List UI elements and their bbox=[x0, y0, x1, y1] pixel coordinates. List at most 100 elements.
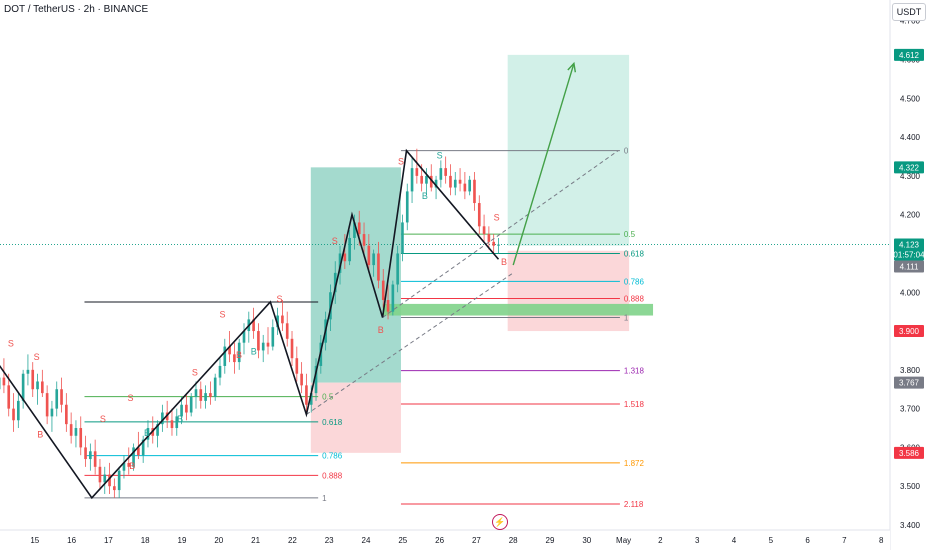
x-tick-3: 17 bbox=[104, 536, 113, 545]
candle-body-41 bbox=[189, 396, 193, 413]
candle-body-104 bbox=[492, 241, 495, 246]
candle-body-34 bbox=[156, 424, 159, 436]
candle-body-23 bbox=[103, 474, 107, 483]
x-tick-16: 30 bbox=[582, 536, 591, 545]
candle-body-52 bbox=[242, 331, 246, 343]
candle-body-16 bbox=[69, 424, 73, 436]
signal-label-13: B bbox=[251, 346, 257, 356]
candle-body-39 bbox=[180, 404, 183, 417]
candle-body-37 bbox=[170, 420, 174, 429]
candle-body-97 bbox=[458, 179, 462, 184]
signal-label-19: S bbox=[437, 150, 443, 160]
candle-body-86 bbox=[405, 191, 409, 223]
price-label-4: 4.111 bbox=[900, 263, 919, 272]
candle-body-76 bbox=[357, 222, 361, 235]
candle-body-29 bbox=[132, 447, 135, 467]
candle-body-83 bbox=[391, 284, 395, 312]
candle-body-2 bbox=[2, 377, 6, 386]
symbol-title[interactable]: DOT / TetherUS · 2h · BINANCE bbox=[4, 4, 149, 15]
candle-body-11 bbox=[45, 393, 49, 417]
fib-label-1-7: 1.518 bbox=[624, 400, 645, 409]
price-label-bg-3 bbox=[894, 248, 924, 261]
entry-box-0 bbox=[310, 167, 401, 383]
y-tick-4: 3.800 bbox=[900, 366, 921, 375]
x-tick-10: 24 bbox=[362, 536, 371, 545]
candle-body-85 bbox=[401, 222, 404, 254]
candle-body-105 bbox=[497, 244, 500, 246]
fib-label-1-4: 0.888 bbox=[624, 294, 645, 303]
candle-body-28 bbox=[127, 462, 131, 467]
time-axis-bg bbox=[0, 530, 890, 550]
signal-label-10: S bbox=[192, 368, 198, 378]
candle-body-17 bbox=[74, 428, 78, 436]
signal-label-4: B bbox=[37, 430, 43, 440]
candle-body-95 bbox=[449, 175, 452, 188]
candle-body-32 bbox=[146, 428, 150, 440]
y-tick-10: 4.400 bbox=[900, 133, 921, 142]
candle-body-15 bbox=[65, 404, 68, 425]
candle-body-87 bbox=[410, 168, 414, 192]
fib-label-0-5: 1 bbox=[322, 494, 327, 503]
candle-body-9 bbox=[36, 381, 39, 390]
fib-label-1-5: 1 bbox=[624, 313, 629, 322]
x-tick-1: 15 bbox=[30, 536, 39, 545]
signal-label-2: S bbox=[34, 352, 40, 362]
x-tick-6: 20 bbox=[214, 536, 223, 545]
candle-body-67 bbox=[314, 365, 318, 394]
candle-body-30 bbox=[137, 447, 140, 456]
signal-label-1: S bbox=[8, 339, 14, 349]
zigzag-path bbox=[0, 148, 500, 500]
x-tick-14: 28 bbox=[509, 536, 518, 545]
candle-body-89 bbox=[420, 175, 423, 184]
candle-body-101 bbox=[477, 203, 481, 227]
fib-label-1-6: 1.318 bbox=[624, 367, 645, 376]
candle-body-3 bbox=[7, 385, 11, 409]
x-tick-2: 16 bbox=[67, 536, 76, 545]
signal-label-20: S bbox=[494, 212, 500, 222]
candle-body-84 bbox=[396, 253, 399, 285]
fib-label-1-9: 2.118 bbox=[624, 500, 644, 509]
x-tick-17: May bbox=[616, 536, 631, 545]
signal-label-12: B bbox=[236, 350, 242, 360]
candle-body-82 bbox=[386, 300, 390, 312]
candle-body-74 bbox=[348, 237, 351, 262]
candle-body-71 bbox=[333, 272, 337, 293]
candle-body-81 bbox=[381, 280, 385, 301]
price-label-7: 3.586 bbox=[899, 449, 920, 458]
signal-label-16: B bbox=[378, 325, 384, 335]
candle-body-80 bbox=[377, 253, 380, 281]
fib-label-0-3: 0.786 bbox=[322, 452, 343, 461]
candle-body-92 bbox=[434, 179, 438, 188]
fib-label-1-8: 1.872 bbox=[624, 459, 645, 468]
candle-body-50 bbox=[233, 354, 236, 363]
projection-arrow-line bbox=[512, 63, 575, 266]
candle-body-25 bbox=[113, 486, 116, 491]
candle-body-51 bbox=[237, 342, 241, 363]
x-tick-11: 25 bbox=[398, 536, 407, 545]
candle-body-79 bbox=[372, 253, 375, 266]
candle-body-90 bbox=[425, 175, 428, 184]
signal-label-17: S bbox=[398, 156, 404, 166]
candle-body-59 bbox=[276, 315, 279, 328]
price-label-2: 4.123 bbox=[899, 241, 920, 250]
x-tick-8: 22 bbox=[288, 536, 297, 545]
candle-body-44 bbox=[204, 393, 207, 401]
currency-button[interactable]: USDT bbox=[892, 3, 926, 21]
candle-body-26 bbox=[117, 470, 121, 491]
price-label-5: 3.900 bbox=[899, 327, 920, 336]
candle-body-24 bbox=[108, 474, 111, 487]
x-tick-18: 2 bbox=[658, 536, 663, 545]
candle-body-65 bbox=[305, 385, 308, 405]
x-tick-21: 5 bbox=[769, 536, 774, 545]
candle-body-88 bbox=[415, 168, 419, 176]
signal-label-14: S bbox=[277, 294, 283, 304]
x-tick-4: 18 bbox=[141, 536, 150, 545]
lightning-icon[interactable]: ⚡ bbox=[492, 514, 508, 530]
candle-body-102 bbox=[482, 226, 486, 235]
candle-body-93 bbox=[439, 168, 443, 180]
candle-body-13 bbox=[55, 389, 59, 409]
candle-body-38 bbox=[175, 416, 179, 429]
x-tick-22: 6 bbox=[805, 536, 810, 545]
candle-body-61 bbox=[285, 323, 289, 339]
